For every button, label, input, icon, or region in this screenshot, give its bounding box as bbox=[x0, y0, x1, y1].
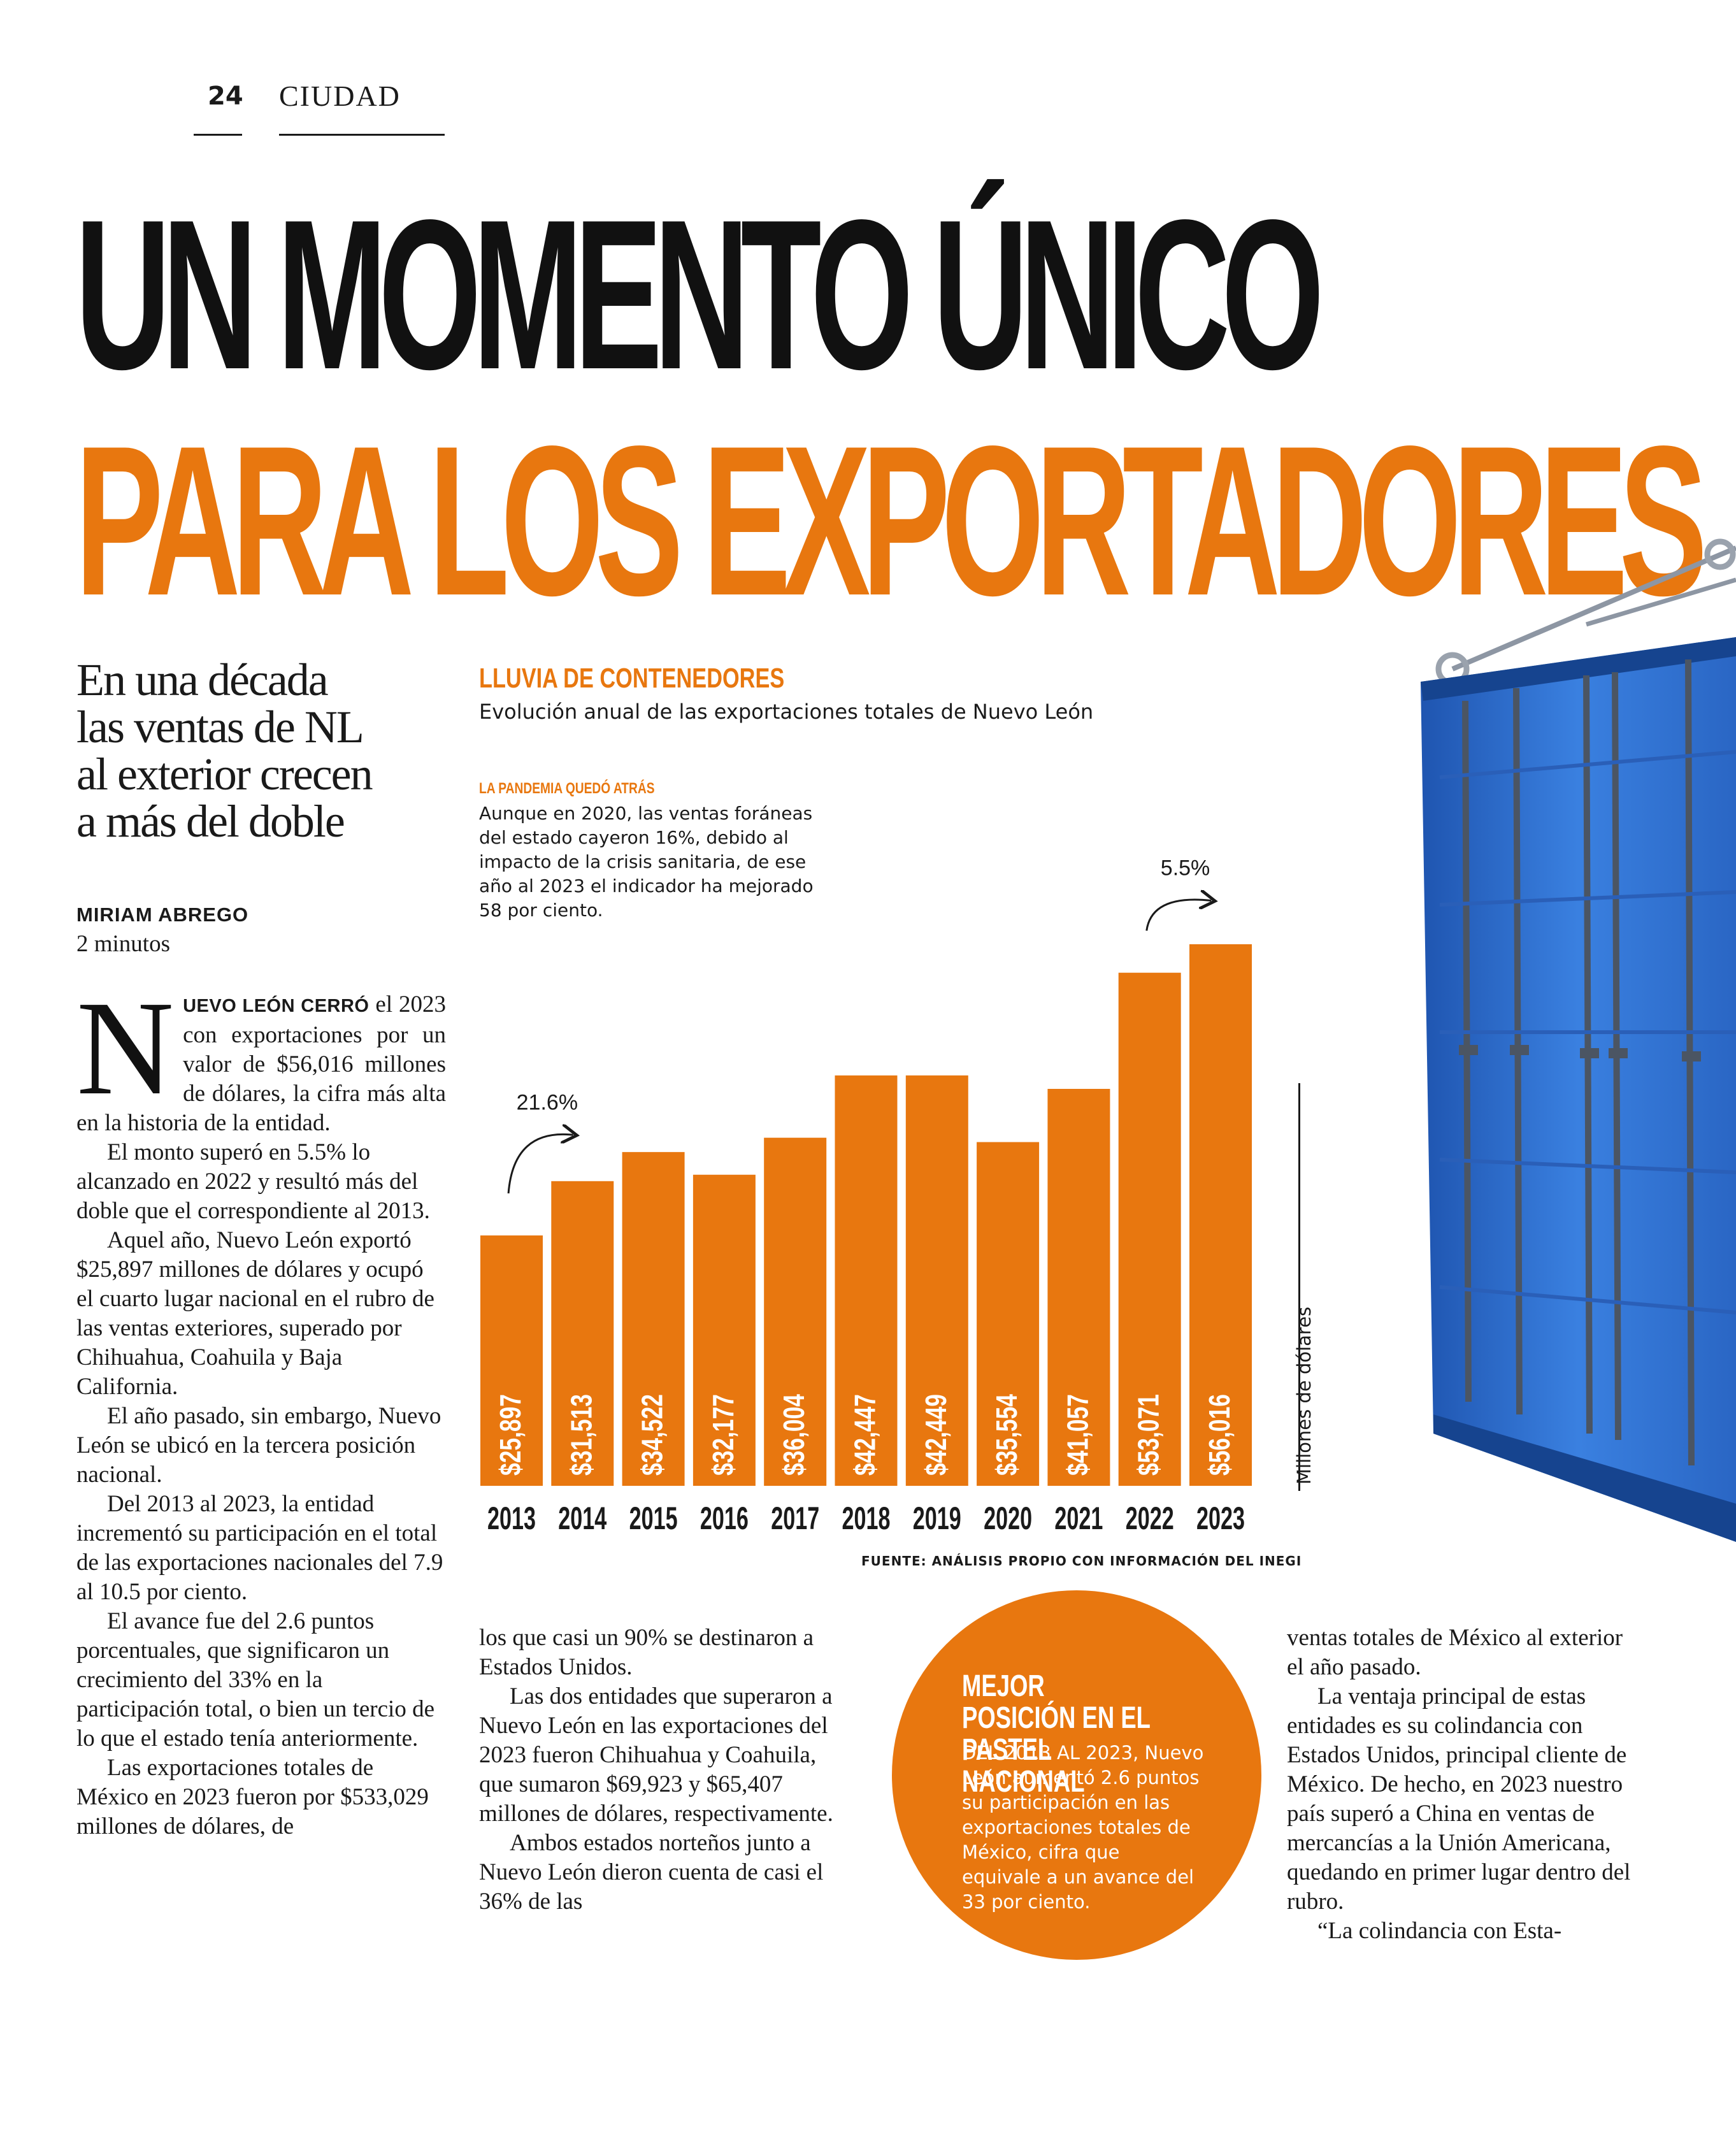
callout-text: DEL 2013 AL 2023, Nuevo León aumentó 2.6… bbox=[962, 1742, 1204, 1913]
container-body bbox=[1421, 637, 1736, 1542]
x-tick-label: 2016 bbox=[700, 1500, 749, 1536]
article-paragraph: Aquel año, Nuevo León exportó $25,897 mi… bbox=[76, 1227, 434, 1400]
x-tick-label: 2018 bbox=[842, 1500, 891, 1536]
chart-subtitle: Evolución anual de las exportaciones tot… bbox=[479, 700, 1094, 724]
article-paragraph: Las exportaciones totales de México en 2… bbox=[76, 1755, 429, 1839]
article-column-1: N UEVO LEÓN CERRÓ el 2023 con exportacion… bbox=[76, 973, 446, 1841]
bar-value-label: $36,004 bbox=[777, 1394, 810, 1476]
hook-icon bbox=[1704, 538, 1736, 570]
lead-text: el 2023 con exportaciones por un valor d… bbox=[76, 991, 446, 1136]
bar-value-label: $32,177 bbox=[707, 1394, 740, 1476]
bar-2021 bbox=[1047, 1088, 1110, 1486]
article-lead-paragraph: N UEVO LEÓN CERRÓ el 2023 con exportacion… bbox=[76, 973, 446, 1138]
bar-2017 bbox=[764, 1137, 827, 1486]
headline-line-2: PARA LOS EXPORTADORES bbox=[75, 401, 1707, 640]
unit-label-rule bbox=[1298, 1083, 1300, 1491]
callout-circle: MEJOR POSICIÓN EN EL PASTEL NACIONAL DEL… bbox=[892, 1590, 1261, 1960]
bar-value-label: $25,897 bbox=[494, 1394, 527, 1476]
drop-cap: N bbox=[76, 973, 175, 1123]
shipping-container-illustration bbox=[1421, 538, 1736, 1542]
section-rule bbox=[279, 134, 445, 136]
deck-line: al exterior crecen bbox=[76, 749, 373, 800]
article-column-3: ventas totales de México al exterior el … bbox=[1287, 1623, 1644, 1946]
article-column-2: los que casi un 90% se destinaron a Esta… bbox=[479, 1623, 836, 1917]
read-time: 2 minutos bbox=[76, 931, 170, 957]
headline-line-1: UN MOMENTO ÚNICO bbox=[75, 175, 1324, 414]
bar-value-label: $56,016 bbox=[1203, 1394, 1236, 1476]
article-paragraph: Del 2013 al 2023, la entidad incrementó … bbox=[76, 1491, 443, 1605]
x-tick-label: 2013 bbox=[487, 1500, 536, 1536]
x-tick-label: 2017 bbox=[771, 1500, 819, 1536]
author-name: MIRIAM ABREGO bbox=[76, 903, 249, 926]
bar-2015 bbox=[622, 1152, 685, 1486]
deck: En una década las ventas de NL al exteri… bbox=[76, 656, 433, 845]
chart-note-text: Aunque en 2020, las ventas foráneas del … bbox=[479, 803, 814, 921]
bar-2013 bbox=[480, 1235, 543, 1486]
bar-2018 bbox=[835, 1075, 898, 1486]
x-tick-label: 2014 bbox=[558, 1500, 606, 1536]
page-number: 24 bbox=[208, 82, 243, 111]
bar-2019 bbox=[905, 1075, 968, 1486]
bar-value-label: $42,447 bbox=[849, 1394, 882, 1476]
bar-2020 bbox=[977, 1142, 1040, 1486]
growth-arrow bbox=[1145, 900, 1212, 931]
deck-line: a más del doble bbox=[76, 796, 345, 847]
chart-kicker: LLUVIA DE CONTENEDORES bbox=[479, 663, 785, 694]
bar-2023 bbox=[1189, 944, 1252, 1486]
article-paragraph: El monto superó en 5.5% lo alcanzado en … bbox=[76, 1139, 430, 1224]
x-tick-label: 2020 bbox=[984, 1500, 1032, 1536]
bar-value-label: $42,449 bbox=[919, 1394, 952, 1476]
bar-2022 bbox=[1118, 972, 1181, 1486]
article-paragraph: La ventaja principal de estas entidades … bbox=[1287, 1683, 1631, 1915]
growth-annotation: 5.5% bbox=[1161, 856, 1210, 881]
chart-note-kicker: LA PANDEMIA QUEDÓ ATRÁS bbox=[479, 780, 655, 797]
article-paragraph: El avance fue del 2.6 puntos porcentuale… bbox=[76, 1608, 434, 1752]
deck-line: las ventas de NL bbox=[76, 701, 364, 752]
x-tick-label: 2023 bbox=[1196, 1500, 1245, 1536]
x-tick-label: 2022 bbox=[1126, 1500, 1174, 1536]
section-label: CIUDAD bbox=[279, 80, 401, 112]
growth-arrow bbox=[507, 1134, 573, 1194]
growth-annotation: 21.6% bbox=[517, 1090, 578, 1114]
bar-2016 bbox=[692, 1174, 756, 1486]
article-paragraph: los que casi un 90% se destinaron a Esta… bbox=[479, 1625, 814, 1680]
article-paragraph: El año pasado, sin embargo, Nuevo León s… bbox=[76, 1403, 441, 1488]
bar-value-label: $34,522 bbox=[636, 1394, 669, 1476]
x-tick-label: 2021 bbox=[1054, 1500, 1103, 1536]
deck-line: En una década bbox=[76, 654, 329, 705]
page-number-rule bbox=[194, 134, 242, 136]
chart-source: FUENTE: ANÁLISIS PROPIO CON INFORMACIÓN … bbox=[861, 1553, 1302, 1569]
article-paragraph: “La colindancia con Esta- bbox=[1317, 1918, 1562, 1944]
bar-2014 bbox=[551, 1181, 614, 1486]
article-paragraph: Ambos estados norteños junto a Nuevo Leó… bbox=[479, 1830, 824, 1915]
x-tick-label: 2015 bbox=[629, 1500, 678, 1536]
bar-value-label: $53,071 bbox=[1132, 1394, 1165, 1476]
lead-in: UEVO LEÓN CERRÓ bbox=[183, 996, 369, 1016]
article-paragraph: Las dos entidades que superaron a Nuevo … bbox=[479, 1683, 833, 1827]
x-tick-label: 2019 bbox=[913, 1500, 961, 1536]
bar-value-label: $35,554 bbox=[990, 1394, 1023, 1476]
callout-title: MEJOR POSICIÓN EN EL PASTEL NACIONAL bbox=[962, 1669, 1151, 1799]
bar-value-label: $31,513 bbox=[564, 1394, 598, 1476]
bar-value-label: $41,057 bbox=[1061, 1394, 1094, 1476]
chart-unit-label: Millones de dólares bbox=[1293, 1306, 1315, 1485]
article-paragraph: ventas totales de México al exterior el … bbox=[1287, 1625, 1623, 1680]
exports-bar-chart: $25,897 2013 $31,513 2014 $34,522 2015 $32,177… bbox=[480, 856, 1252, 1536]
